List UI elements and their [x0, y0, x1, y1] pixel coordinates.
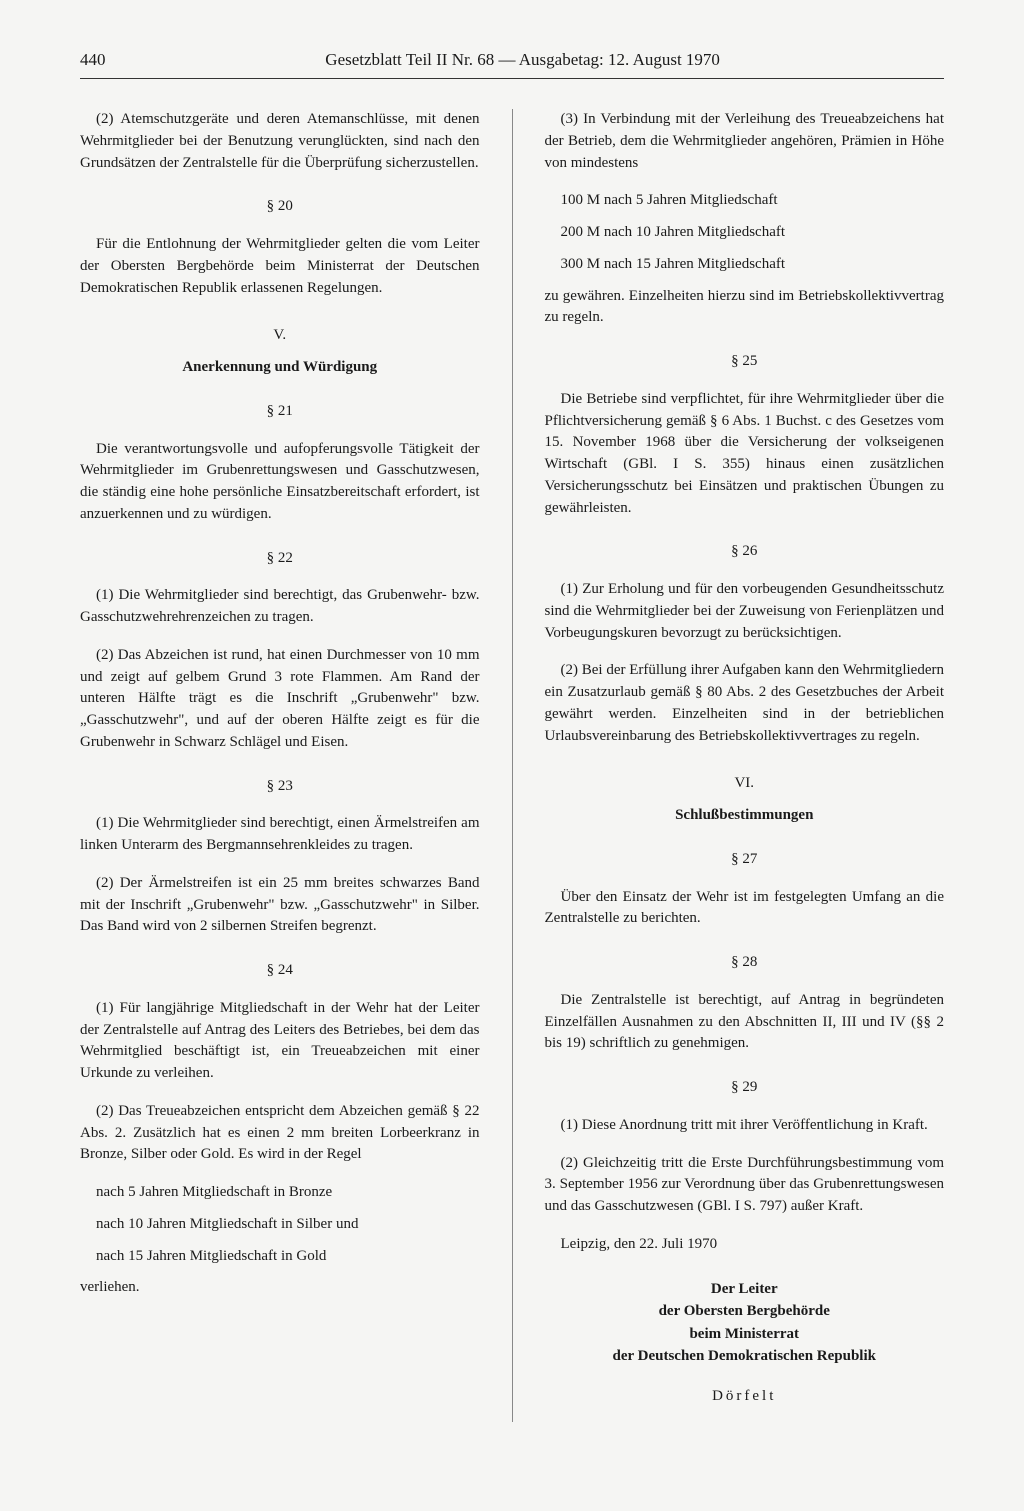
- paragraph: (1) Zur Erholung und für den vorbeugende…: [545, 579, 945, 644]
- document-page: 440 Gesetzblatt Teil II Nr. 68 — Ausgabe…: [0, 0, 1024, 1511]
- paragraph: zu gewähren. Einzelheiten hierzu sind im…: [545, 286, 945, 330]
- paragraph: Für die Entlohnung der Wehrmitglieder ge…: [80, 234, 480, 299]
- left-column: (2) Atemschutzgeräte und deren Atemansch…: [80, 109, 480, 1422]
- section-number: § 21: [80, 401, 480, 423]
- paragraph: (1) Die Wehrmitglieder sind berechtigt, …: [80, 585, 480, 629]
- section-number: § 20: [80, 196, 480, 218]
- header-title: Gesetzblatt Teil II Nr. 68 — Ausgabetag:…: [325, 50, 720, 70]
- paragraph: Die verantwortungsvolle und aufopferungs…: [80, 439, 480, 526]
- section-number: § 28: [545, 952, 945, 974]
- place-date: Leipzig, den 22. Juli 1970: [545, 1234, 945, 1256]
- paragraph: (2) Das Treueabzeichen entspricht dem Ab…: [80, 1101, 480, 1166]
- section-roman: VI.: [545, 773, 945, 795]
- section-title: Schlußbestimmungen: [545, 805, 945, 827]
- signature-line: beim Ministerrat: [545, 1323, 945, 1346]
- paragraph: (2) Atemschutzgeräte und deren Atemansch…: [80, 109, 480, 174]
- list-item: nach 10 Jahren Mitgliedschaft in Silber …: [80, 1214, 480, 1236]
- section-number: § 24: [80, 960, 480, 982]
- paragraph: (2) Gleichzeitig tritt die Erste Durchfü…: [545, 1153, 945, 1218]
- list-item: nach 5 Jahren Mitgliedschaft in Bronze: [80, 1182, 480, 1204]
- section-number: § 27: [545, 849, 945, 871]
- signature-line: der Obersten Bergbehörde: [545, 1300, 945, 1323]
- list-item: 100 M nach 5 Jahren Mitgliedschaft: [545, 190, 945, 212]
- paragraph: (1) Die Wehrmitglieder sind berechtigt, …: [80, 813, 480, 857]
- paragraph: Die Zentralstelle ist berechtigt, auf An…: [545, 990, 945, 1055]
- section-number: § 25: [545, 351, 945, 373]
- text-columns: (2) Atemschutzgeräte und deren Atemansch…: [80, 109, 944, 1422]
- section-number: § 23: [80, 776, 480, 798]
- page-header: 440 Gesetzblatt Teil II Nr. 68 — Ausgabe…: [80, 50, 944, 79]
- section-number: § 29: [545, 1077, 945, 1099]
- paragraph: (2) Das Abzeichen ist rund, hat einen Du…: [80, 645, 480, 754]
- paragraph: (1) Für langjährige Mitgliedschaft in de…: [80, 998, 480, 1085]
- signature-line: der Deutschen Demokratischen Republik: [545, 1345, 945, 1368]
- paragraph: (1) Diese Anordnung tritt mit ihrer Verö…: [545, 1115, 945, 1137]
- signature-name: Dörfelt: [545, 1386, 945, 1408]
- signature-line: Der Leiter: [545, 1278, 945, 1301]
- section-title: Anerkennung und Würdigung: [80, 357, 480, 379]
- right-column: (3) In Verbindung mit der Verleihung des…: [545, 109, 945, 1422]
- section-number: § 22: [80, 548, 480, 570]
- paragraph: Über den Einsatz der Wehr ist im festgel…: [545, 887, 945, 931]
- page-number: 440: [80, 50, 106, 70]
- signature-block: Der Leiter der Obersten Bergbehörde beim…: [545, 1278, 945, 1368]
- paragraph: verliehen.: [80, 1277, 480, 1299]
- section-roman: V.: [80, 325, 480, 347]
- paragraph: (2) Der Ärmelstreifen ist ein 25 mm brei…: [80, 873, 480, 938]
- paragraph: (2) Bei der Erfüllung ihrer Aufgaben kan…: [545, 660, 945, 747]
- list-item: 200 M nach 10 Jahren Mitgliedschaft: [545, 222, 945, 244]
- paragraph: (3) In Verbindung mit der Verleihung des…: [545, 109, 945, 174]
- list-item: nach 15 Jahren Mitgliedschaft in Gold: [80, 1246, 480, 1268]
- column-divider: [512, 109, 513, 1422]
- list-item: 300 M nach 15 Jahren Mitgliedschaft: [545, 254, 945, 276]
- header-spacer: [940, 50, 944, 70]
- paragraph: Die Betriebe sind verpflichtet, für ihre…: [545, 389, 945, 520]
- section-number: § 26: [545, 541, 945, 563]
